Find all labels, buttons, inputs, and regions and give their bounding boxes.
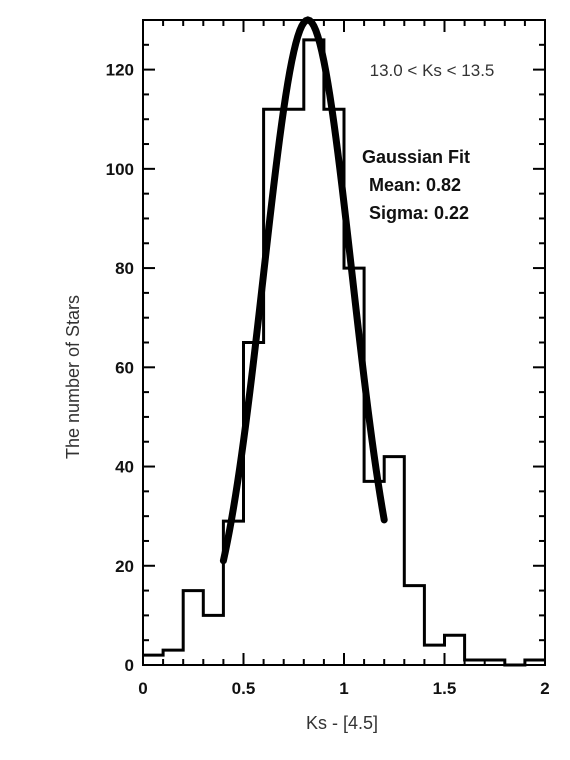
y-tick-label: 100 [106, 160, 134, 179]
y-tick-label: 0 [125, 656, 134, 675]
y-axis-title: The number of Stars [63, 295, 83, 459]
x-tick-label: 1 [339, 679, 348, 698]
x-tick-label: 0.5 [232, 679, 256, 698]
x-tick-labels: 0 0.5 1 1.5 2 [138, 679, 549, 698]
annotation-fit-sigma: Sigma: 0.22 [369, 203, 469, 223]
x-tick-label: 1.5 [433, 679, 457, 698]
x-tick-label: 0 [138, 679, 147, 698]
annotation-fit-mean: Mean: 0.82 [369, 175, 461, 195]
plot-frame [142, 19, 546, 666]
y-tick-label: 120 [106, 61, 134, 80]
y-tick-label: 40 [115, 458, 134, 477]
gaussian-fit-curve [219, 16, 388, 565]
y-tick-label: 60 [115, 358, 134, 377]
x-axis-title: Ks - [4.5] [306, 713, 378, 733]
y-tick-label: 80 [115, 259, 134, 278]
histogram-outline [143, 38, 545, 667]
annotation-fit-title: Gaussian Fit [362, 147, 470, 167]
y-tick-label: 20 [115, 557, 134, 576]
y-tick-labels: 0 20 40 60 80 100 120 [106, 61, 134, 675]
annotation-range: 13.0 < Ks < 13.5 [370, 61, 495, 80]
x-tick-label: 2 [540, 679, 549, 698]
